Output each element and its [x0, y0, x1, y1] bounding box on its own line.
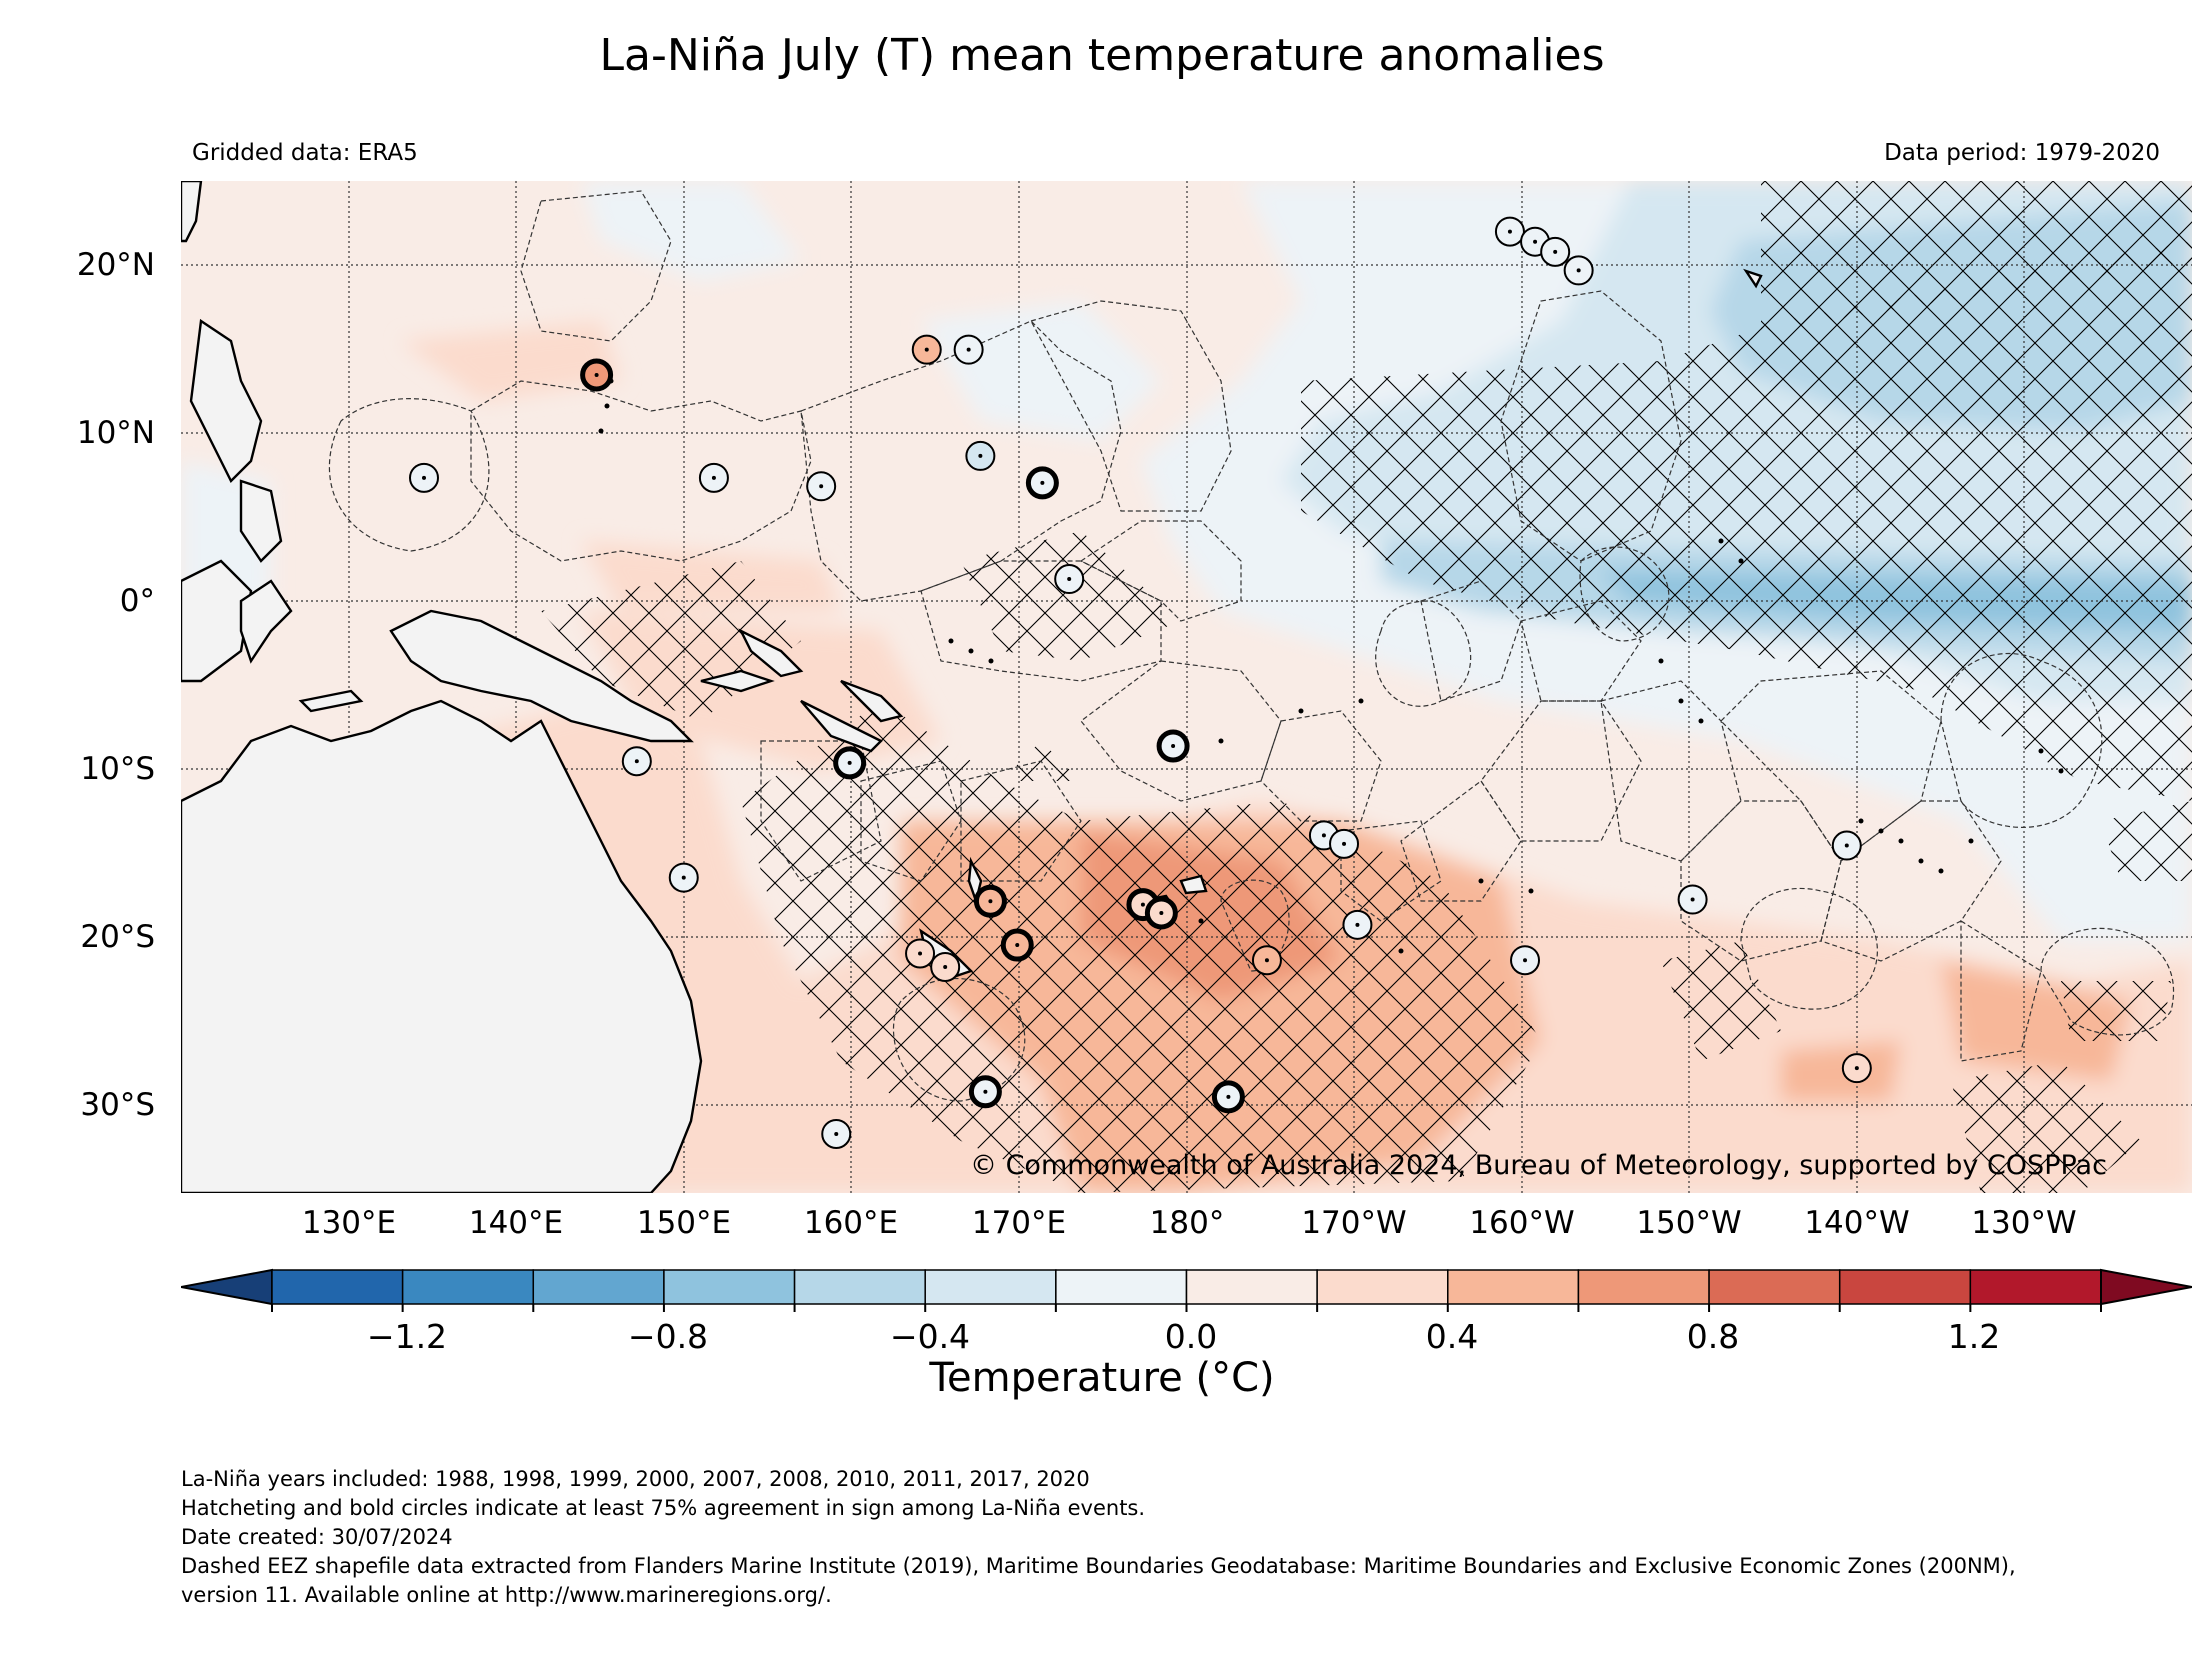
colorbar	[181, 1268, 2192, 1312]
colorbar-segment	[1447, 1269, 1580, 1305]
station-island	[711, 475, 716, 480]
lon-label-160w: 160°W	[1469, 1205, 1575, 1241]
station-island	[421, 475, 426, 480]
station-island	[918, 951, 923, 956]
lon-label-150e: 150°E	[636, 1205, 732, 1241]
colorbar-label: Temperature (°C)	[929, 1355, 1275, 1401]
station-island	[1015, 943, 1020, 948]
land-masses	[181, 181, 1763, 1193]
eez-boundaries	[328, 190, 2175, 1102]
lon-label-140e: 140°E	[468, 1205, 564, 1241]
station-island	[1067, 577, 1072, 582]
lon-label-150w: 150°W	[1636, 1205, 1742, 1241]
station-island	[1226, 1094, 1231, 1099]
station-island	[1321, 833, 1326, 838]
colorbar-segment	[1969, 1269, 2102, 1305]
data-period-label: Data period: 1979-2020	[1884, 140, 2160, 166]
colorbar-segment	[271, 1269, 404, 1305]
colorbar-segment	[663, 1269, 796, 1305]
colorbar-segment	[1185, 1269, 1318, 1305]
colorbar-segment	[532, 1269, 665, 1305]
station-island	[1507, 229, 1512, 234]
colorbar-segment	[793, 1269, 926, 1305]
footer-hatch-note: Hatcheting and bold circles indicate at …	[181, 1496, 1146, 1520]
station-island	[983, 1089, 988, 1094]
station-island	[966, 347, 971, 352]
station-island	[847, 760, 852, 765]
copyright-notice: © Commonwealth of Australia 2024, Bureau…	[970, 1150, 2107, 1181]
colorbar-segment	[401, 1269, 535, 1305]
lon-label-170w: 170°W	[1301, 1205, 1407, 1241]
colorbar-tick-label: 1.2	[1947, 1317, 2001, 1356]
colorbar-tick-label: −0.4	[889, 1317, 971, 1356]
lat-label-10n: 10°N	[76, 415, 155, 451]
station-island	[1355, 922, 1360, 927]
anomaly-map	[181, 181, 2192, 1193]
colorbar-segment	[924, 1269, 1057, 1305]
station-circles	[408, 216, 1872, 1149]
station-island	[1844, 843, 1849, 848]
station-island	[1553, 249, 1558, 254]
colorbar-tick-label: 0.8	[1686, 1317, 1740, 1356]
station-island	[1159, 911, 1164, 916]
station-island	[1576, 268, 1581, 273]
page-title: La-Niña July (T) mean temperature anomal…	[599, 30, 1605, 81]
lat-label-0: 0°	[119, 583, 155, 619]
station-island	[1040, 480, 1045, 485]
station-island	[943, 964, 948, 969]
lon-label-130e: 130°E	[301, 1205, 397, 1241]
station-island	[1523, 958, 1528, 963]
colorbar-extend-high	[2100, 1268, 2192, 1306]
lon-label-160e: 160°E	[803, 1205, 899, 1241]
station-island	[1533, 239, 1538, 244]
colorbar-tick-label: −0.8	[627, 1317, 709, 1356]
station-island	[924, 347, 929, 352]
station-island	[634, 759, 639, 764]
colorbar-extend-low	[181, 1268, 273, 1306]
lon-label-170e: 170°E	[971, 1205, 1067, 1241]
footer-eez-source-2: version 11. Available online at http://w…	[181, 1583, 832, 1607]
station-island	[594, 372, 599, 377]
station-island	[1342, 841, 1347, 846]
colorbar-segment	[1838, 1269, 1972, 1305]
lon-label-130w: 130°W	[1971, 1205, 2077, 1241]
lat-label-20n: 20°N	[76, 247, 155, 283]
colorbar-segment	[1316, 1269, 1449, 1305]
colorbar-tick-label: 0.4	[1425, 1317, 1479, 1356]
station-island	[988, 899, 993, 904]
footer-years: La-Niña years included: 1988, 1998, 1999…	[181, 1467, 1090, 1491]
station-island	[1264, 958, 1269, 963]
data-source-label: Gridded data: ERA5	[192, 140, 418, 166]
lat-label-10s: 10°S	[80, 751, 155, 787]
colorbar-tick-label: −1.2	[366, 1317, 448, 1356]
station-island	[1140, 902, 1145, 907]
footer-eez-source: Dashed EEZ shapefile data extracted from…	[181, 1554, 2016, 1578]
colorbar-segment	[1055, 1269, 1188, 1305]
station-island	[978, 453, 983, 458]
footer-date: Date created: 30/07/2024	[181, 1525, 453, 1549]
station-island	[1690, 897, 1695, 902]
lat-label-20s: 20°S	[80, 919, 155, 955]
station-island	[1854, 1066, 1859, 1071]
lon-label-180: 180°	[1149, 1205, 1225, 1241]
island-dots	[598, 378, 2064, 954]
lat-label-30s: 30°S	[80, 1087, 155, 1123]
station-island	[1171, 744, 1176, 749]
colorbar-tick-label: 0.0	[1164, 1317, 1218, 1356]
lon-label-140w: 140°W	[1804, 1205, 1910, 1241]
station-island	[834, 1131, 839, 1136]
colorbar-segment	[1577, 1269, 1710, 1305]
station-island	[819, 484, 824, 489]
colorbar-segment	[1708, 1269, 1841, 1305]
station-island	[681, 875, 686, 880]
